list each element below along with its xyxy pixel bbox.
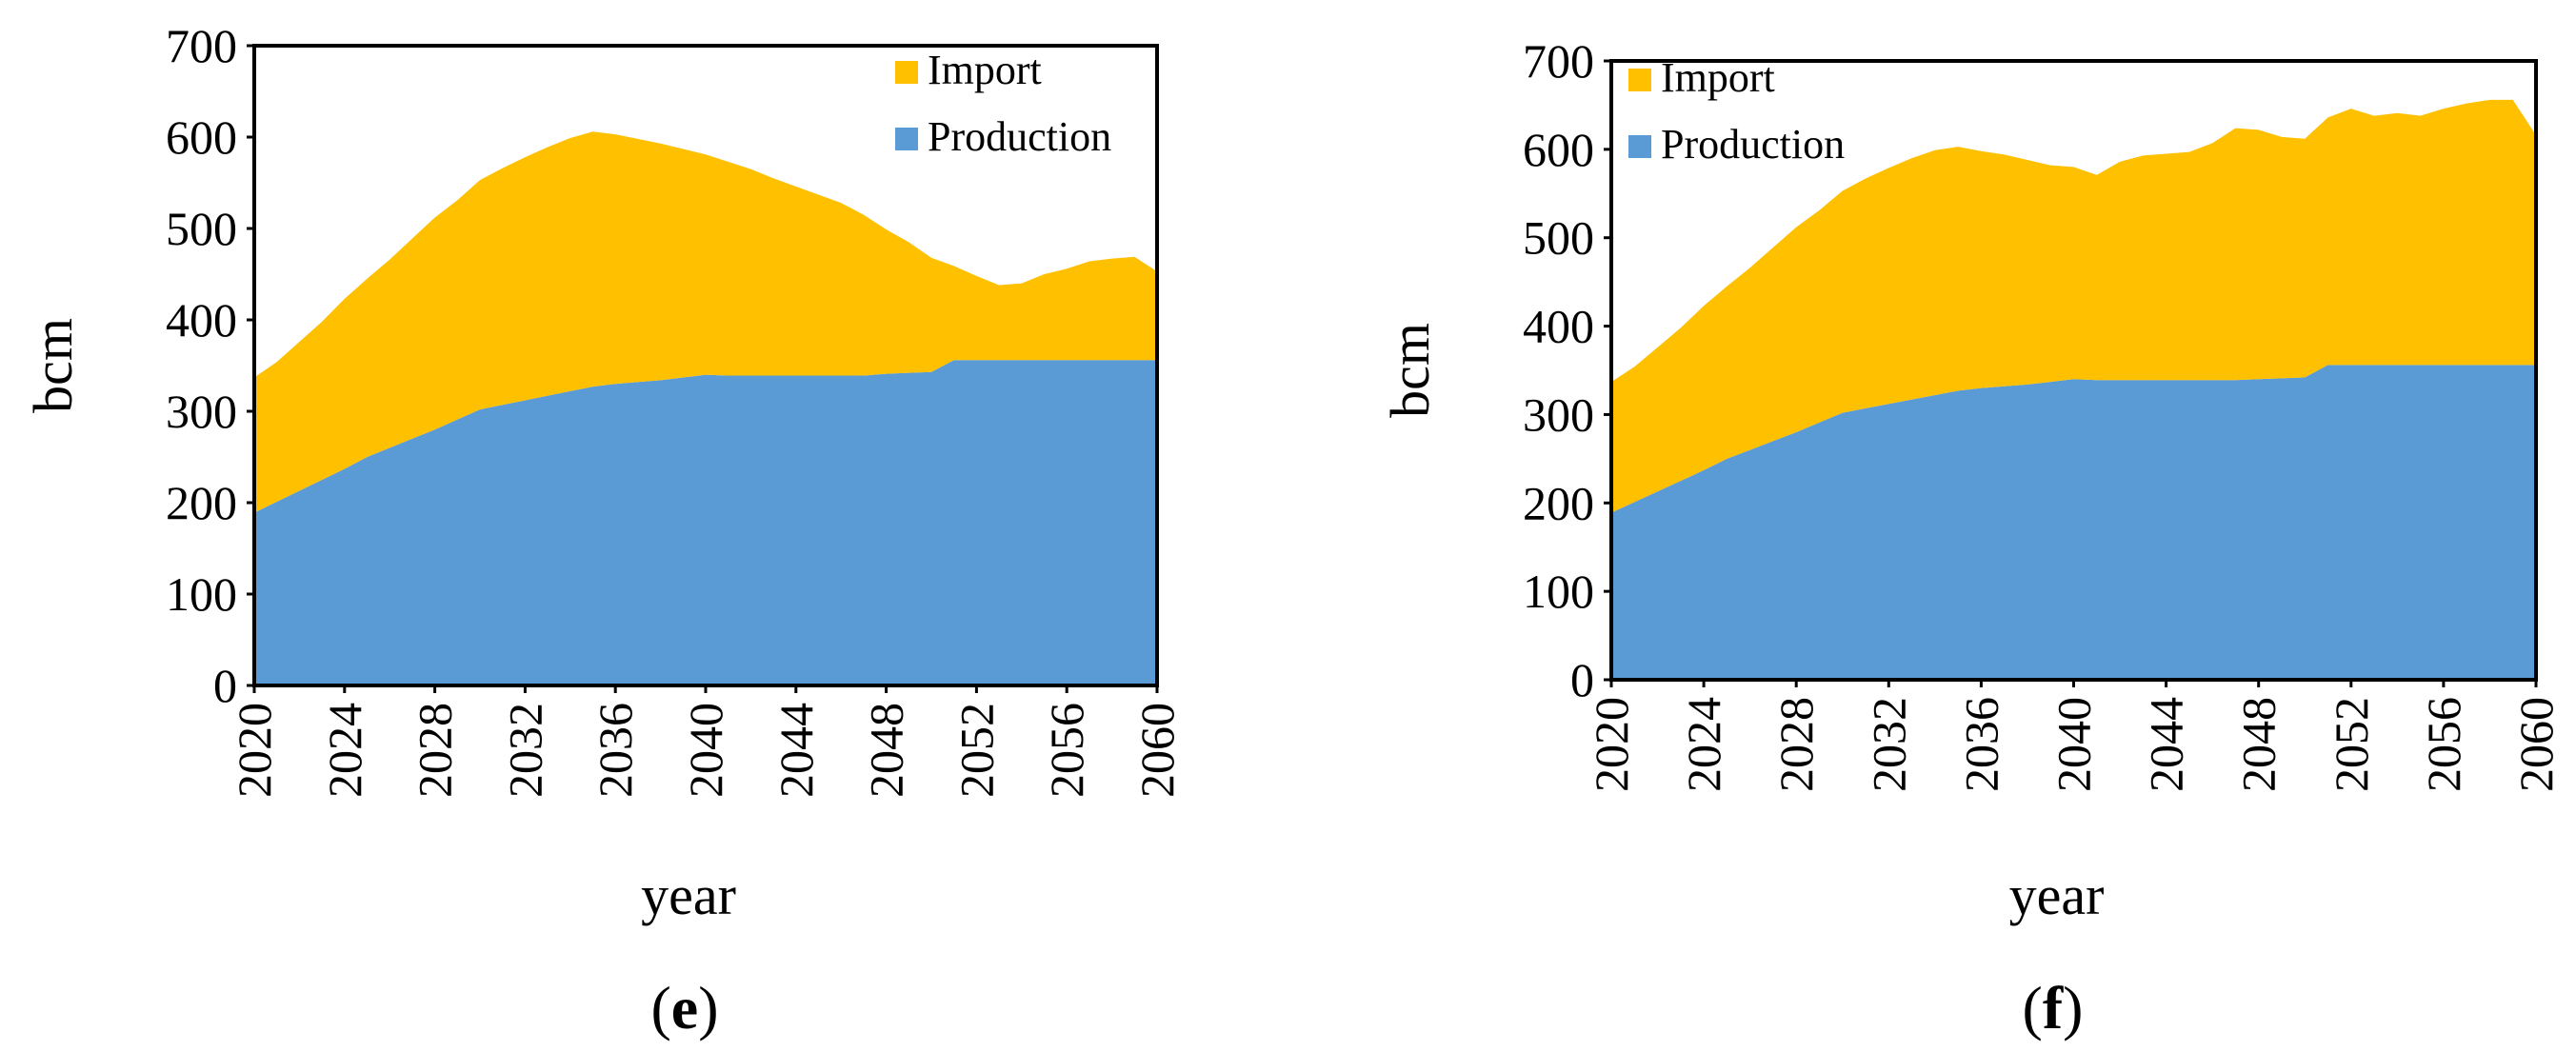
import-area <box>254 131 1157 513</box>
y-tick-label: 300 <box>166 385 237 438</box>
x-axis-title: year <box>2009 864 2105 926</box>
y-tick-label: 300 <box>1523 387 1594 441</box>
legend-label-production: Production <box>928 113 1111 160</box>
x-tick-label: 2040 <box>679 703 732 798</box>
x-tick-label: 2020 <box>1585 697 1638 792</box>
x-tick-label: 2048 <box>860 703 913 798</box>
x-tick-label: 2056 <box>1040 703 1093 798</box>
y-tick-label: 600 <box>1523 123 1594 176</box>
legend-swatch-import <box>1628 69 1651 91</box>
y-axis-title: bcm <box>1379 323 1441 418</box>
panel-label-open: ( <box>2023 974 2043 1042</box>
x-tick-label: 2028 <box>409 703 462 798</box>
legend-label-import: Import <box>928 47 1042 93</box>
x-tick-label: 2048 <box>2232 697 2286 792</box>
x-tick-label: 2020 <box>228 703 281 798</box>
legend-swatch-production <box>1628 135 1651 158</box>
y-tick-label: 200 <box>1523 476 1594 529</box>
panel-label-open: ( <box>650 974 670 1042</box>
x-tick-label: 2032 <box>1862 697 1915 792</box>
production-area <box>254 360 1157 685</box>
y-tick-label: 100 <box>166 567 237 621</box>
x-axis-title: year <box>641 864 736 926</box>
y-axis-title: bcm <box>22 318 84 413</box>
panel-label: (e) <box>650 974 718 1042</box>
x-tick-label: 2052 <box>949 703 1003 798</box>
x-tick-label: 2060 <box>2509 697 2563 792</box>
y-tick-label: 400 <box>166 293 237 347</box>
legend-label-import: Import <box>1661 54 1775 101</box>
x-tick-label: 2036 <box>589 703 642 798</box>
y-tick-label: 0 <box>1570 653 1594 706</box>
panel-label-letter: e <box>671 974 698 1042</box>
x-tick-label: 2036 <box>1954 697 2007 792</box>
x-tick-label: 2024 <box>1677 697 1730 792</box>
chart-panel-e: 0 100 200 300 400 500 600 700 2020 2024 2028 2032 20… <box>22 19 1184 1042</box>
x-tick-label: 2052 <box>2325 697 2378 792</box>
panel-label-letter: f <box>2043 974 2064 1042</box>
x-tick-label: 2060 <box>1130 703 1184 798</box>
legend-swatch-import <box>895 61 918 84</box>
panel-label-close: ) <box>2063 974 2083 1042</box>
x-tick-label: 2024 <box>318 703 371 798</box>
x-tick-label: 2032 <box>498 703 551 798</box>
panel-label: (f) <box>2023 974 2084 1042</box>
x-tick-label: 2056 <box>2417 697 2470 792</box>
panel-label-close: ) <box>698 974 718 1042</box>
y-tick-label: 200 <box>166 476 237 529</box>
y-tick-label: 700 <box>166 19 237 72</box>
y-tick-label: 500 <box>166 202 237 255</box>
y-tick-label: 100 <box>1523 565 1594 618</box>
legend-label-production: Production <box>1661 121 1845 168</box>
x-tick-label: 2040 <box>2047 697 2101 792</box>
production-area <box>1611 365 2536 680</box>
x-tick-label: 2044 <box>2140 697 2193 792</box>
chart-panel-f: 0 100 200 300 400 500 600 700 2020 2024 2028 2032 20… <box>1379 34 2563 1042</box>
y-tick-label: 600 <box>166 110 237 164</box>
x-tick-label: 2028 <box>1769 697 1823 792</box>
y-tick-label: 400 <box>1523 300 1594 353</box>
legend-swatch-production <box>895 128 918 150</box>
y-tick-label: 500 <box>1523 211 1594 265</box>
import-area <box>1611 99 2536 513</box>
y-tick-label: 0 <box>213 659 237 712</box>
y-tick-label: 700 <box>1523 34 1594 88</box>
x-tick-label: 2044 <box>769 703 823 798</box>
